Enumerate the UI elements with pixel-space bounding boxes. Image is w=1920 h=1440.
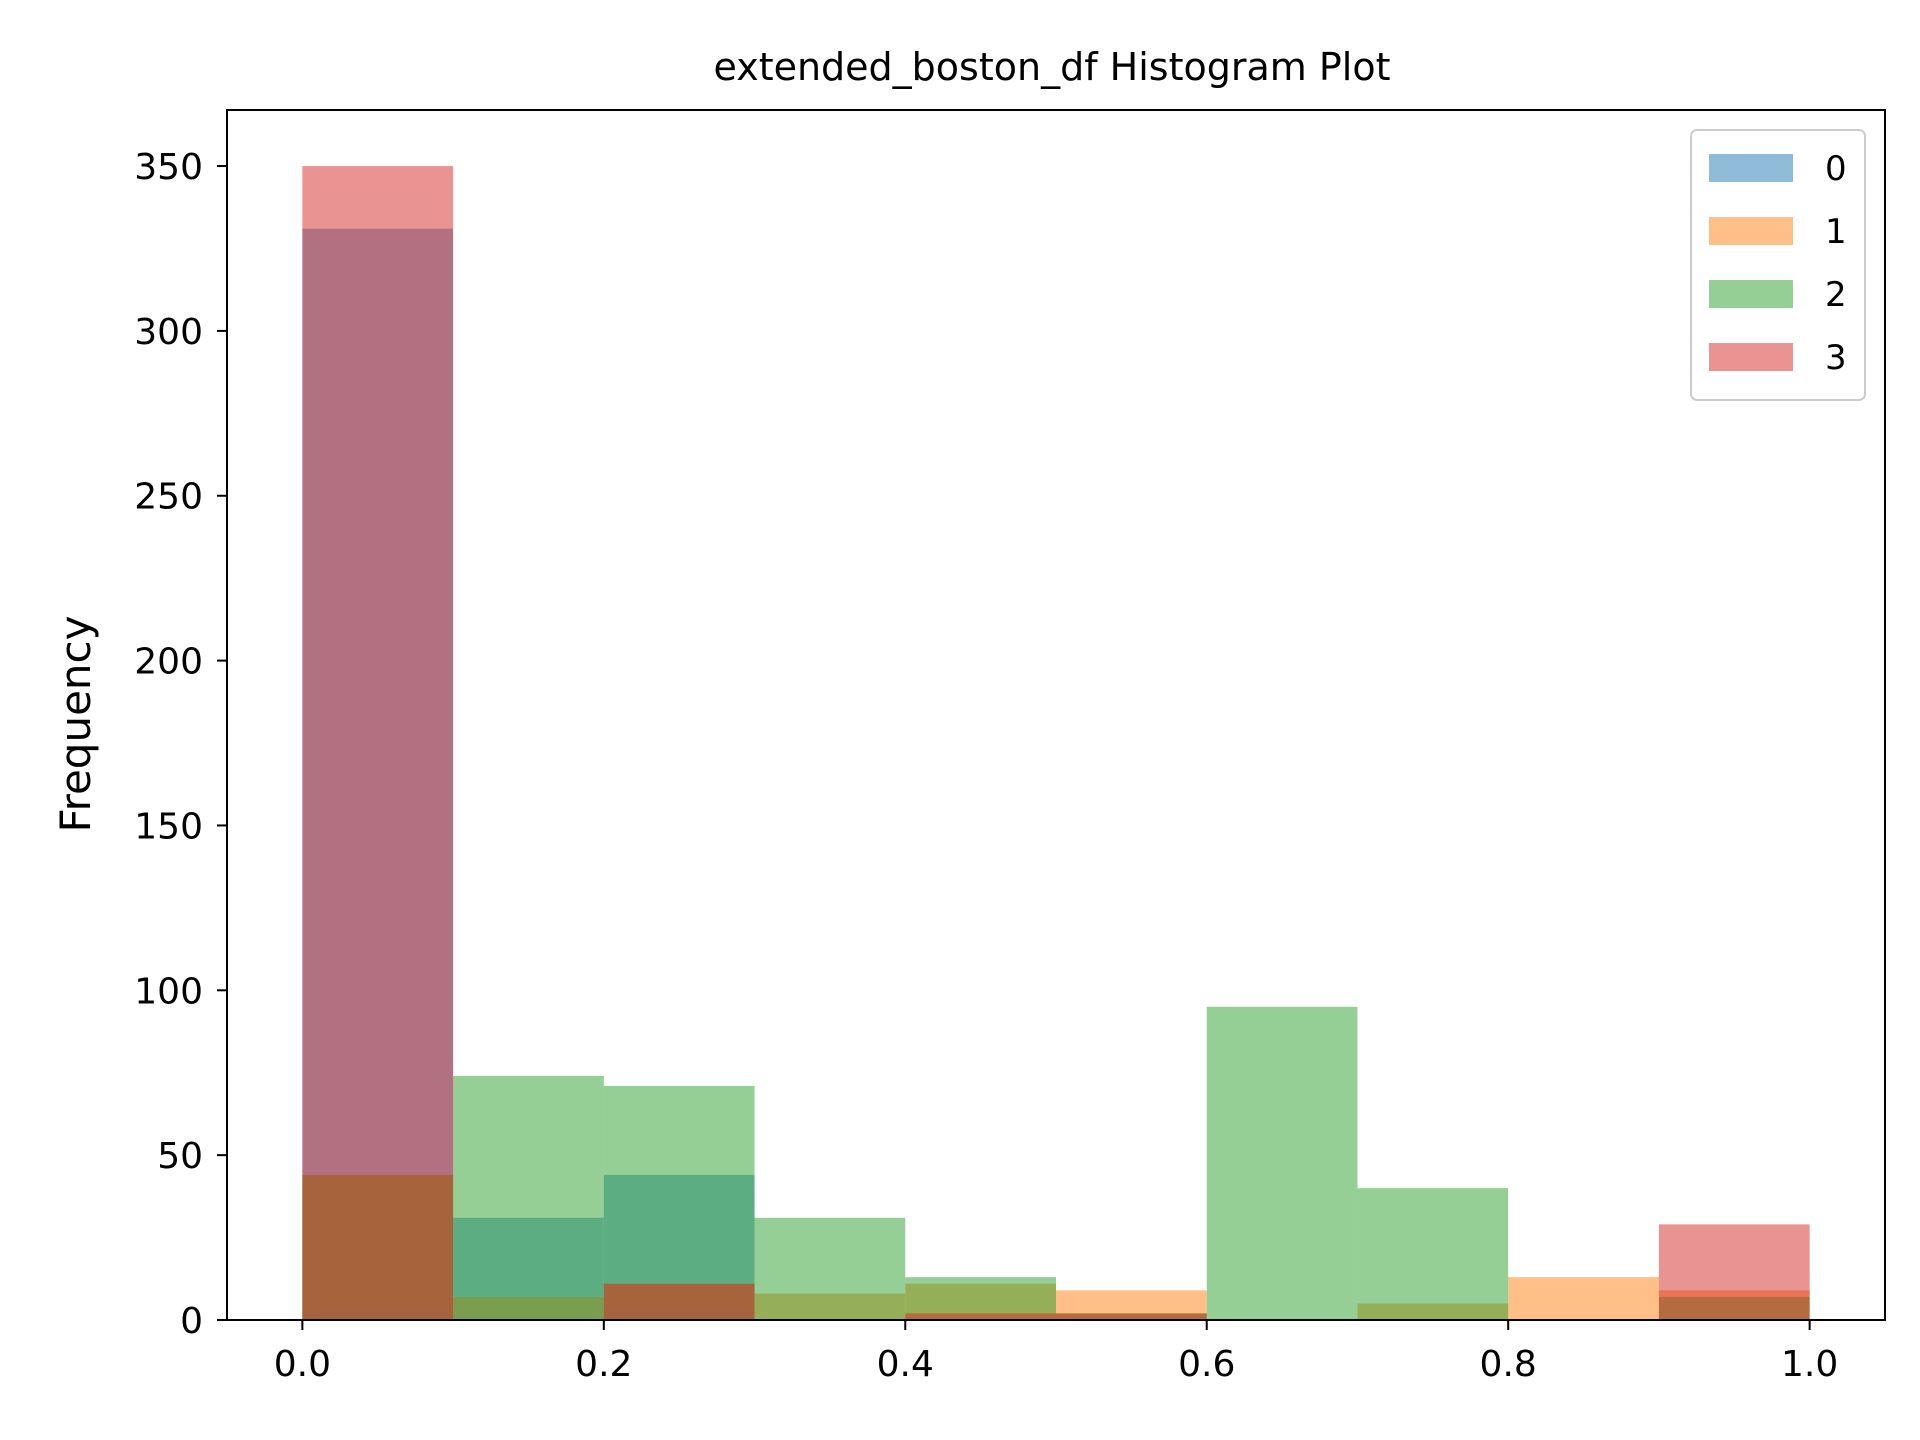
- bar-series-2-bin-3: [754, 1217, 906, 1320]
- legend-swatch-2: [1709, 280, 1793, 308]
- legend-label-2: 2: [1825, 275, 1847, 315]
- y-tick-label: 200: [134, 642, 203, 683]
- bar-series-2-bin-1: [453, 1076, 604, 1320]
- histogram-bars: [302, 166, 1810, 1320]
- legend-label-1: 1: [1825, 212, 1847, 252]
- legend-label-0: 0: [1825, 149, 1847, 189]
- y-tick-label: 300: [134, 312, 203, 353]
- x-axis: 0.0 0.2 0.4 0.6 0.8 1.0: [274, 1320, 1838, 1385]
- y-tick-label: 150: [134, 806, 203, 847]
- bar-series-3-bin-2: [603, 1283, 755, 1320]
- legend-swatch-0: [1709, 154, 1793, 182]
- bar-series-1-bin-8: [1508, 1277, 1659, 1320]
- y-tick-label: 0: [180, 1301, 203, 1342]
- y-tick-label: 50: [157, 1136, 203, 1177]
- legend-label-3: 3: [1825, 338, 1847, 378]
- x-tick-label: 0.2: [575, 1344, 632, 1385]
- y-tick-label: 100: [134, 971, 203, 1012]
- chart-title: extended_boston_df Histogram Plot: [714, 45, 1391, 89]
- bar-series-2-bin-4: [905, 1277, 1056, 1320]
- bar-series-3-bin-9: [1658, 1224, 1810, 1320]
- x-tick-label: 1.0: [1781, 1344, 1838, 1385]
- legend: 0 1 2 3: [1690, 129, 1866, 401]
- x-tick-label: 0.6: [1178, 1344, 1235, 1385]
- bar-series-3-bin-0: [302, 166, 454, 1320]
- x-tick-label: 0.0: [274, 1344, 331, 1385]
- y-tick-label: 250: [134, 477, 203, 518]
- bar-series-2-bin-7: [1357, 1188, 1509, 1320]
- plot-area-frame: [226, 109, 1886, 1321]
- series-2-bars: [302, 1006, 1810, 1320]
- x-tick-label: 0.4: [877, 1344, 934, 1385]
- y-axis-label: Frequency: [51, 616, 100, 833]
- series-3-bars: [302, 166, 1810, 1320]
- y-tick-label: 350: [134, 147, 203, 188]
- bar-series-3-bin-5: [1056, 1313, 1207, 1320]
- bar-series-2-bin-2: [603, 1085, 755, 1320]
- x-tick-label: 0.8: [1480, 1344, 1537, 1385]
- legend-frame: [1690, 129, 1866, 401]
- bar-series-3-bin-4: [905, 1313, 1056, 1320]
- legend-swatch-1: [1709, 217, 1793, 245]
- legend-swatch-3: [1709, 343, 1793, 371]
- bar-series-2-bin-6: [1206, 1006, 1358, 1320]
- y-axis: 0 50 100 150 200 250 300 350: [134, 147, 227, 1342]
